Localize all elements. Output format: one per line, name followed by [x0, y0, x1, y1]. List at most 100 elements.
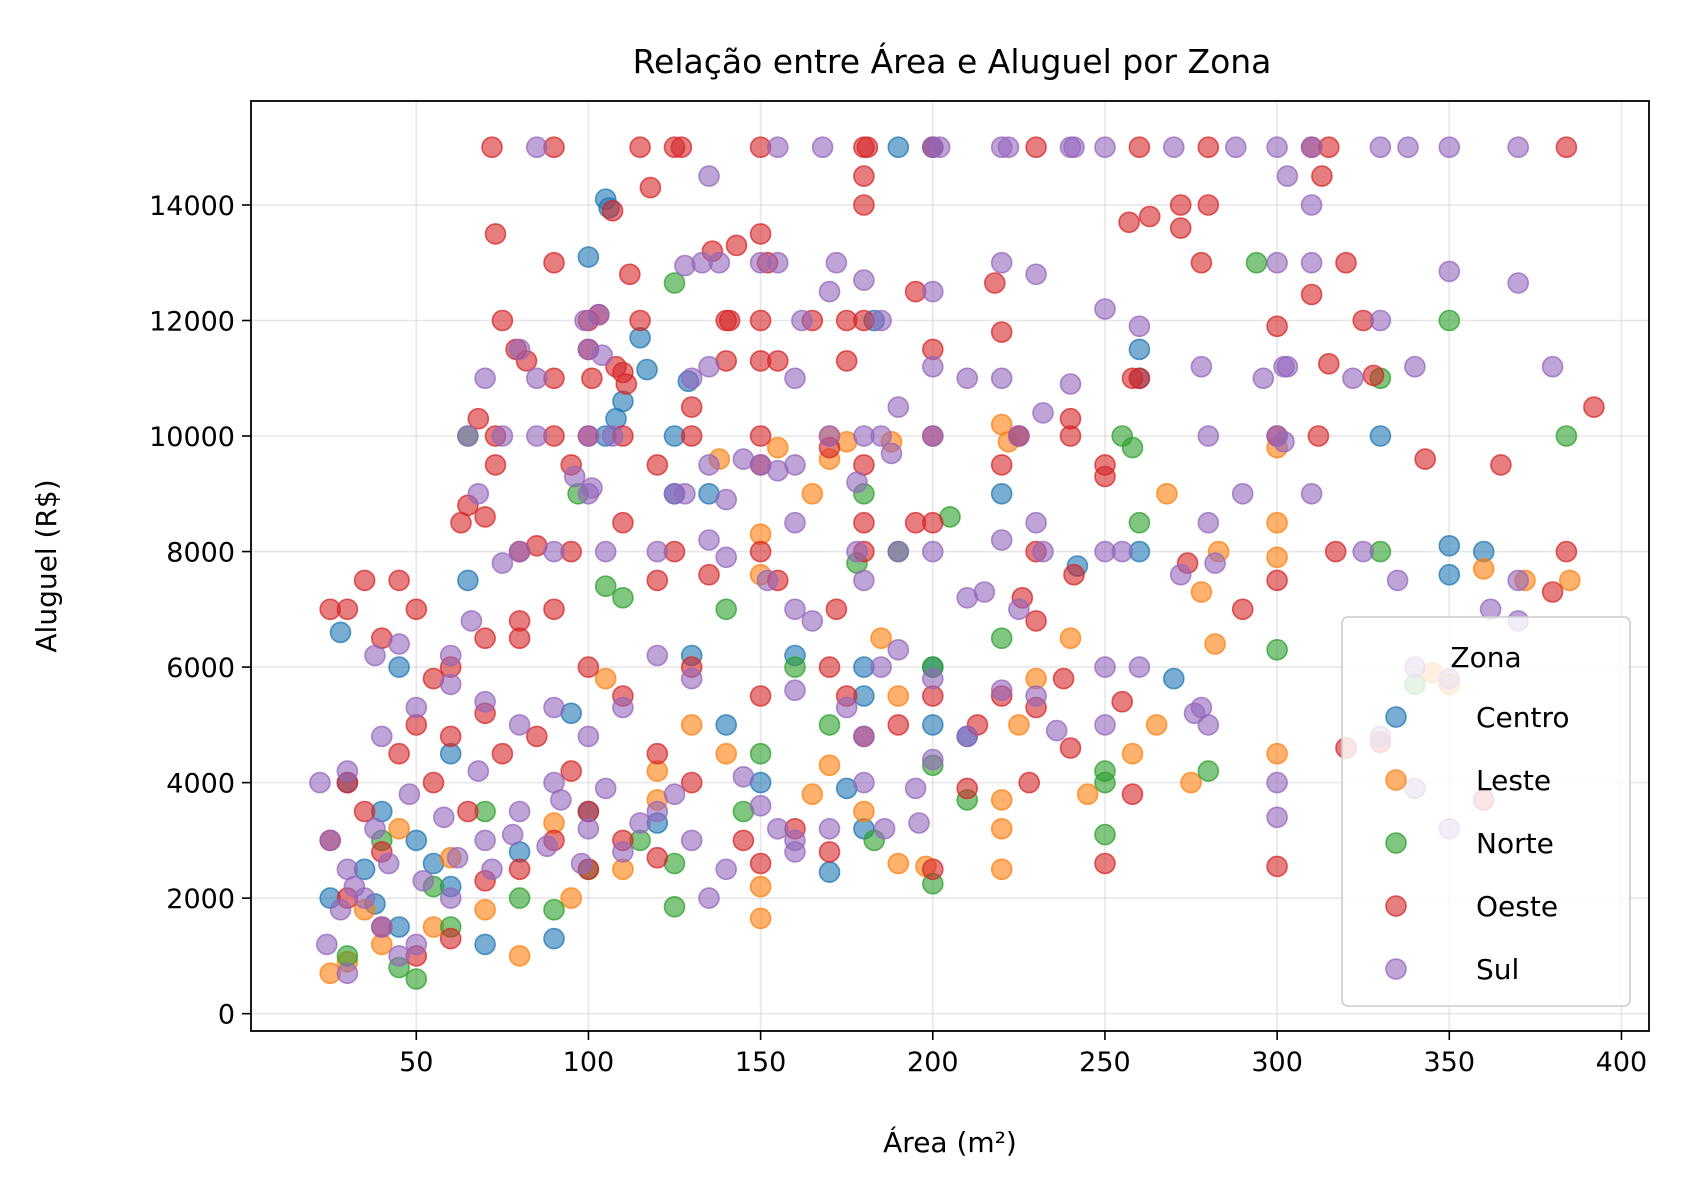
data-point: [457, 800, 479, 823]
data-point: [1541, 581, 1564, 603]
data-point: [1266, 855, 1288, 878]
data-point: [698, 355, 720, 378]
data-point: [853, 511, 875, 534]
data-point: [663, 895, 686, 918]
data-point: [698, 887, 720, 909]
data-point: [319, 829, 342, 852]
data-point: [612, 696, 634, 719]
data-point: [784, 598, 806, 621]
data-point: [708, 251, 731, 274]
data-point: [474, 829, 496, 852]
data-point: [594, 667, 617, 690]
data-point: [432, 806, 455, 829]
data-point: [329, 898, 352, 921]
data-point: [1335, 251, 1357, 274]
data-point: [928, 136, 951, 158]
data-point: [594, 575, 617, 598]
y-tick-label: 12000: [149, 307, 235, 338]
data-point: [921, 748, 944, 771]
data-point: [990, 454, 1013, 476]
data-point: [818, 861, 841, 883]
data-point: [846, 540, 868, 563]
data-point: [1266, 771, 1288, 794]
data-point: [474, 690, 496, 713]
y-tick-label: 4000: [166, 769, 235, 800]
data-point: [1111, 690, 1133, 713]
data-point: [601, 425, 624, 447]
data-point: [646, 644, 669, 667]
data-point: [646, 454, 669, 476]
data-point: [990, 679, 1013, 702]
data-point: [1318, 352, 1340, 375]
data-point: [612, 586, 634, 609]
data-point: [543, 898, 565, 921]
data-point: [1111, 540, 1133, 563]
data-point: [377, 852, 400, 875]
data-point: [1059, 407, 1082, 430]
data-point: [1507, 136, 1529, 158]
data-point: [491, 309, 514, 332]
data-point: [1094, 465, 1116, 488]
data-point: [543, 251, 565, 274]
data-point: [1507, 272, 1529, 294]
data-point: [784, 511, 806, 534]
data-point: [594, 777, 617, 800]
y-tick-label: 2000: [166, 884, 235, 915]
data-point: [997, 136, 1020, 158]
y-tick-label: 14000: [149, 191, 235, 222]
data-point: [405, 696, 428, 719]
data-point: [990, 529, 1013, 551]
data-point: [880, 442, 903, 465]
data-point: [663, 272, 686, 294]
data-point: [887, 540, 910, 563]
data-point: [749, 907, 772, 930]
x-tick-label: 100: [563, 1047, 615, 1078]
data-point: [1052, 667, 1075, 690]
y-tick-label: 10000: [149, 422, 235, 453]
data-point: [1555, 540, 1578, 563]
data-point: [818, 280, 841, 303]
data-point: [1197, 425, 1220, 447]
data-point: [801, 482, 824, 505]
data-point: [1018, 771, 1040, 794]
data-point: [474, 627, 496, 650]
data-point: [921, 355, 944, 378]
data-point: [715, 488, 738, 511]
data-point: [1300, 482, 1323, 505]
data-point: [1169, 563, 1192, 586]
data-point: [825, 251, 848, 274]
data-point: [484, 454, 507, 476]
data-point: [1204, 633, 1226, 655]
data-point: [870, 425, 892, 447]
data-point: [405, 968, 428, 990]
data-point: [870, 627, 892, 650]
data-point: [1190, 251, 1213, 274]
data-point: [853, 194, 875, 216]
data-point: [491, 552, 514, 574]
data-point: [388, 656, 410, 678]
data-point: [680, 714, 703, 736]
data-point: [680, 829, 703, 852]
data-point: [1008, 714, 1030, 736]
legend-label: Leste: [1476, 764, 1551, 797]
data-point: [581, 477, 603, 499]
data-point: [873, 817, 896, 840]
data-point: [388, 569, 410, 592]
data-point: [639, 176, 662, 199]
data-point: [766, 350, 789, 372]
legend-title: Zona: [1450, 641, 1521, 674]
data-point: [1045, 719, 1068, 742]
data-point: [1197, 194, 1220, 216]
data-point: [1266, 569, 1288, 592]
data-point: [990, 817, 1013, 840]
data-point: [1121, 742, 1144, 765]
x-tick-label: 150: [735, 1047, 787, 1078]
data-point: [615, 373, 638, 395]
data-point: [718, 309, 741, 332]
data-point: [1245, 251, 1268, 274]
data-point: [1507, 569, 1529, 592]
data-point: [749, 309, 772, 332]
data-point: [1197, 511, 1220, 534]
data-point: [594, 540, 617, 563]
data-point: [870, 309, 892, 332]
